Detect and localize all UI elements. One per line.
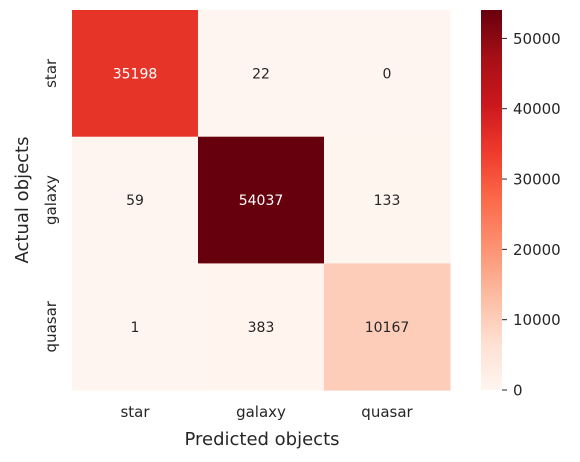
y-tick-label-galaxy: galaxy [42, 175, 60, 225]
heatmap-cell-1-0 [72, 136, 199, 264]
colorbar-tick-label: 10000 [513, 311, 561, 329]
colorbar-tick-label: 40000 [513, 100, 561, 118]
cell-value-label: 59 [126, 193, 144, 209]
heatmap-cell-1-2 [324, 136, 451, 264]
heatmap-cell-2-2 [324, 263, 451, 391]
x-axis-label: Predicted objects [184, 429, 339, 450]
colorbar-ticks: 0 10000 20000 30000 40000 50000 [502, 30, 561, 400]
y-tick-labels: star galaxy quasar [42, 58, 60, 352]
colorbar [481, 10, 502, 390]
cell-value-label: 1 [131, 320, 140, 336]
heatmap-cell-2-0 [72, 263, 199, 391]
cell-value-label: 0 [383, 66, 392, 82]
y-axis-label: Actual objects [12, 137, 33, 264]
cell-value-label: 22 [252, 66, 270, 82]
heatmap-cell-0-0 [72, 10, 199, 138]
heatmap-cells [72, 10, 451, 391]
y-tick-label-star: star [42, 58, 60, 88]
cell-value-label: 383 [248, 320, 275, 336]
heatmap-cell-0-2 [324, 10, 451, 138]
cell-value-label: 10167 [365, 320, 410, 336]
heatmap-cell-2-1 [198, 263, 325, 391]
x-tick-labels: star galaxy quasar [120, 403, 413, 421]
colorbar-tick-label: 30000 [513, 171, 561, 189]
y-tick-label-quasar: quasar [42, 300, 60, 352]
x-tick-label-quasar: quasar [361, 403, 413, 421]
x-tick-label-star: star [120, 403, 150, 421]
cell-value-label: 133 [374, 193, 401, 209]
cell-value-label: 54037 [239, 193, 284, 209]
x-tick-label-galaxy: galaxy [236, 403, 286, 421]
cell-value-label: 35198 [113, 66, 158, 82]
colorbar-tick-label: 0 [513, 382, 523, 400]
heatmap-cell-labels: 35198 22 0 59 54037 133 1 383 10167 [113, 66, 410, 335]
heatmap-cell-1-1 [198, 136, 325, 264]
colorbar-tick-label: 50000 [513, 30, 561, 48]
heatmap-cell-0-1 [198, 10, 325, 138]
colorbar-tick-label: 20000 [513, 241, 561, 259]
